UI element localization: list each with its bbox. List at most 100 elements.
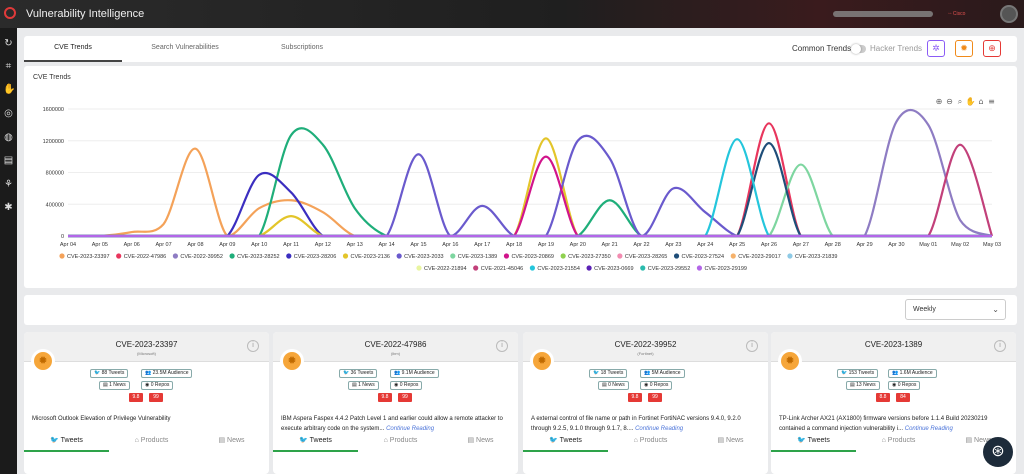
x-tick-label: May 02 [951,242,969,248]
news-pill: ▤ 1 News [348,381,379,390]
card-tab-tweets[interactable]: 🐦 Tweets [523,432,608,452]
book-icon[interactable]: ▤ [3,155,14,166]
card-tab-label: Products [389,437,418,444]
card-header: CVE-2022-39952 (Fortinet) i [523,332,768,362]
cve-card[interactable]: CVE-2023-23397 (Microsoft) i ✹ 🐦 88 Twee… [24,332,269,474]
legend-label: CVE-2023-28265 [625,254,668,260]
period-select-value: Weekly [913,306,936,313]
refresh-icon[interactable]: ↻ [4,38,13,49]
news-count: 13 News [856,382,876,388]
legend-label: CVE-2021-45046 [481,266,524,272]
card-tab-news[interactable]: ▤ News [194,432,269,452]
continue-reading-link[interactable]: Continue Reading [386,426,435,432]
chart-title: CVE Trends [33,74,71,81]
card-cve-id: CVE-2023-1389 [864,340,923,349]
x-tick-label: Apr 24 [697,242,713,248]
cvss-score-badge: 9.8 [628,393,642,402]
repos-count: 0 Repos [399,382,419,388]
continue-reading-link[interactable]: Continue Reading [904,426,953,432]
card-tab-products[interactable]: ⌂ Products [608,432,693,452]
pan-icon[interactable]: ✋ [966,96,976,106]
cvss-score-badge: 9.8 [378,393,392,402]
user-avatar[interactable] [1000,5,1018,23]
card-tab-products[interactable]: ⌂ Products [358,432,443,452]
legend-label: CVE-2023-28206 [294,254,337,260]
news-count: 1 News [109,382,126,388]
cve-card[interactable]: CVE-2022-39952 (Fortinet) i ✹ 🐦 18 Tweet… [523,332,768,474]
card-tab-news[interactable]: ▤ News [941,432,1016,452]
app-logo-icon [4,7,16,19]
target-icon[interactable]: ◎ [4,108,13,119]
legend-marker [640,265,646,271]
tab-subscriptions[interactable]: Subscriptions [280,44,324,51]
card-vendor: (ibm) [390,351,401,356]
card-tab-news[interactable]: ▤ News [693,432,768,452]
cve-card[interactable]: CVE-2023-1389 i ✹ 🐦 153 Tweets 👥 1.6M Au… [771,332,1016,474]
x-tick-label: Apr 20 [570,242,586,248]
card-tab-label: News [726,437,744,444]
share-icon[interactable]: ⚘ [4,179,13,190]
news-count: 1 News [358,382,375,388]
info-icon[interactable]: i [746,340,758,352]
y-tick-label: 0 [61,234,64,240]
card-tab-label: Tweets [60,437,83,444]
twitter-icon: 🐦 [549,437,558,444]
info-icon[interactable]: i [994,340,1006,352]
card-tab-label: Tweets [309,437,332,444]
sun-filter-button[interactable]: ✹ [955,40,973,57]
x-tick-label: May 01 [919,242,937,248]
sun-icon: ✹ [283,352,301,370]
legend-marker [560,253,566,259]
card-description-text: IBM Aspera Faspex 4.4.2 Patch Level 1 an… [281,416,503,432]
card-description-text: Microsoft Outlook Elevation of Privilege… [32,416,171,422]
tag-icon: ⌂ [383,437,388,444]
card-tab-label: Products [140,437,169,444]
news-pill: ▤ 13 News [846,381,880,390]
tab-cve-trends[interactable]: CVE Trends [24,36,122,62]
legend-marker [473,265,479,271]
legend-label: CVE-2023-29017 [738,254,781,260]
card-vendor: (Microsoft) [137,351,156,356]
card-tab-tweets[interactable]: 🐦 Tweets [24,432,109,452]
globe-icon[interactable]: ◍ [4,132,13,143]
tab-search-vulnerabilities[interactable]: Search Vulnerabilities [151,44,219,51]
x-tick-label: Apr 16 [442,242,458,248]
trend-toggle[interactable] [851,44,866,54]
scan-icon[interactable]: ⌗ [5,61,12,72]
info-icon[interactable]: i [247,340,259,352]
card-cve-id: CVE-2022-39952 [614,340,677,349]
card-tab-tweets[interactable]: 🐦 Tweets [771,432,856,452]
card-tab-tweets[interactable]: 🐦 Tweets [273,432,358,452]
legend-label: CVE-2023-28252 [237,254,280,260]
hand-icon[interactable]: ✋ [3,84,16,95]
zoom-in-icon[interactable]: ⊕ [936,97,943,106]
legend-label: CVE-2023-2136 [351,254,390,260]
series-line [68,137,992,238]
help-lifebuoy-button[interactable]: ⊛ [983,437,1013,467]
x-tick-label: May 03 [983,242,1001,248]
info-icon[interactable]: i [496,340,508,352]
card-tab-news[interactable]: ▤ News [443,432,518,452]
home-icon[interactable]: ⌂ [978,97,983,106]
card-tab-products[interactable]: ⌂ Products [109,432,194,452]
card-tab-products[interactable]: ⌂ Products [856,432,941,452]
audience-pill: 👥 1.6M Audience [888,369,937,378]
bug-icon[interactable]: ✱ [4,202,13,213]
add-button[interactable]: ⊕ [983,40,1001,57]
continue-reading-link[interactable]: Continue Reading [635,426,684,432]
menu-icon[interactable]: ≡ [988,97,995,106]
cve-card[interactable]: CVE-2022-47986 (ibm) i ✹ 🐦 36 Tweets 👥 9… [273,332,518,474]
repos-pill: ◉ 0 Repos [141,381,174,390]
y-tick-label: 1200000 [43,139,64,145]
user-subtitle: ◦◦ Cisco [948,11,966,17]
legend-label: CVE-2023-2033 [404,254,443,260]
legend-marker [59,253,65,259]
zoom-out-icon[interactable]: ⊖ [946,97,953,106]
zoom-select-icon[interactable]: ⌕ [958,97,962,106]
audience-pill: 👥 9.1M Audience [390,369,439,378]
sidebar: ↻ ⌗ ✋ ◎ ◍ ▤ ⚘ ✱ [0,28,17,474]
bug-filter-button[interactable]: ✲ [927,40,945,57]
audience-count: 9.1M Audience [401,370,435,376]
period-select[interactable]: Weekly ⌄ [905,299,1006,320]
news-pill: ▤ 1 News [99,381,130,390]
